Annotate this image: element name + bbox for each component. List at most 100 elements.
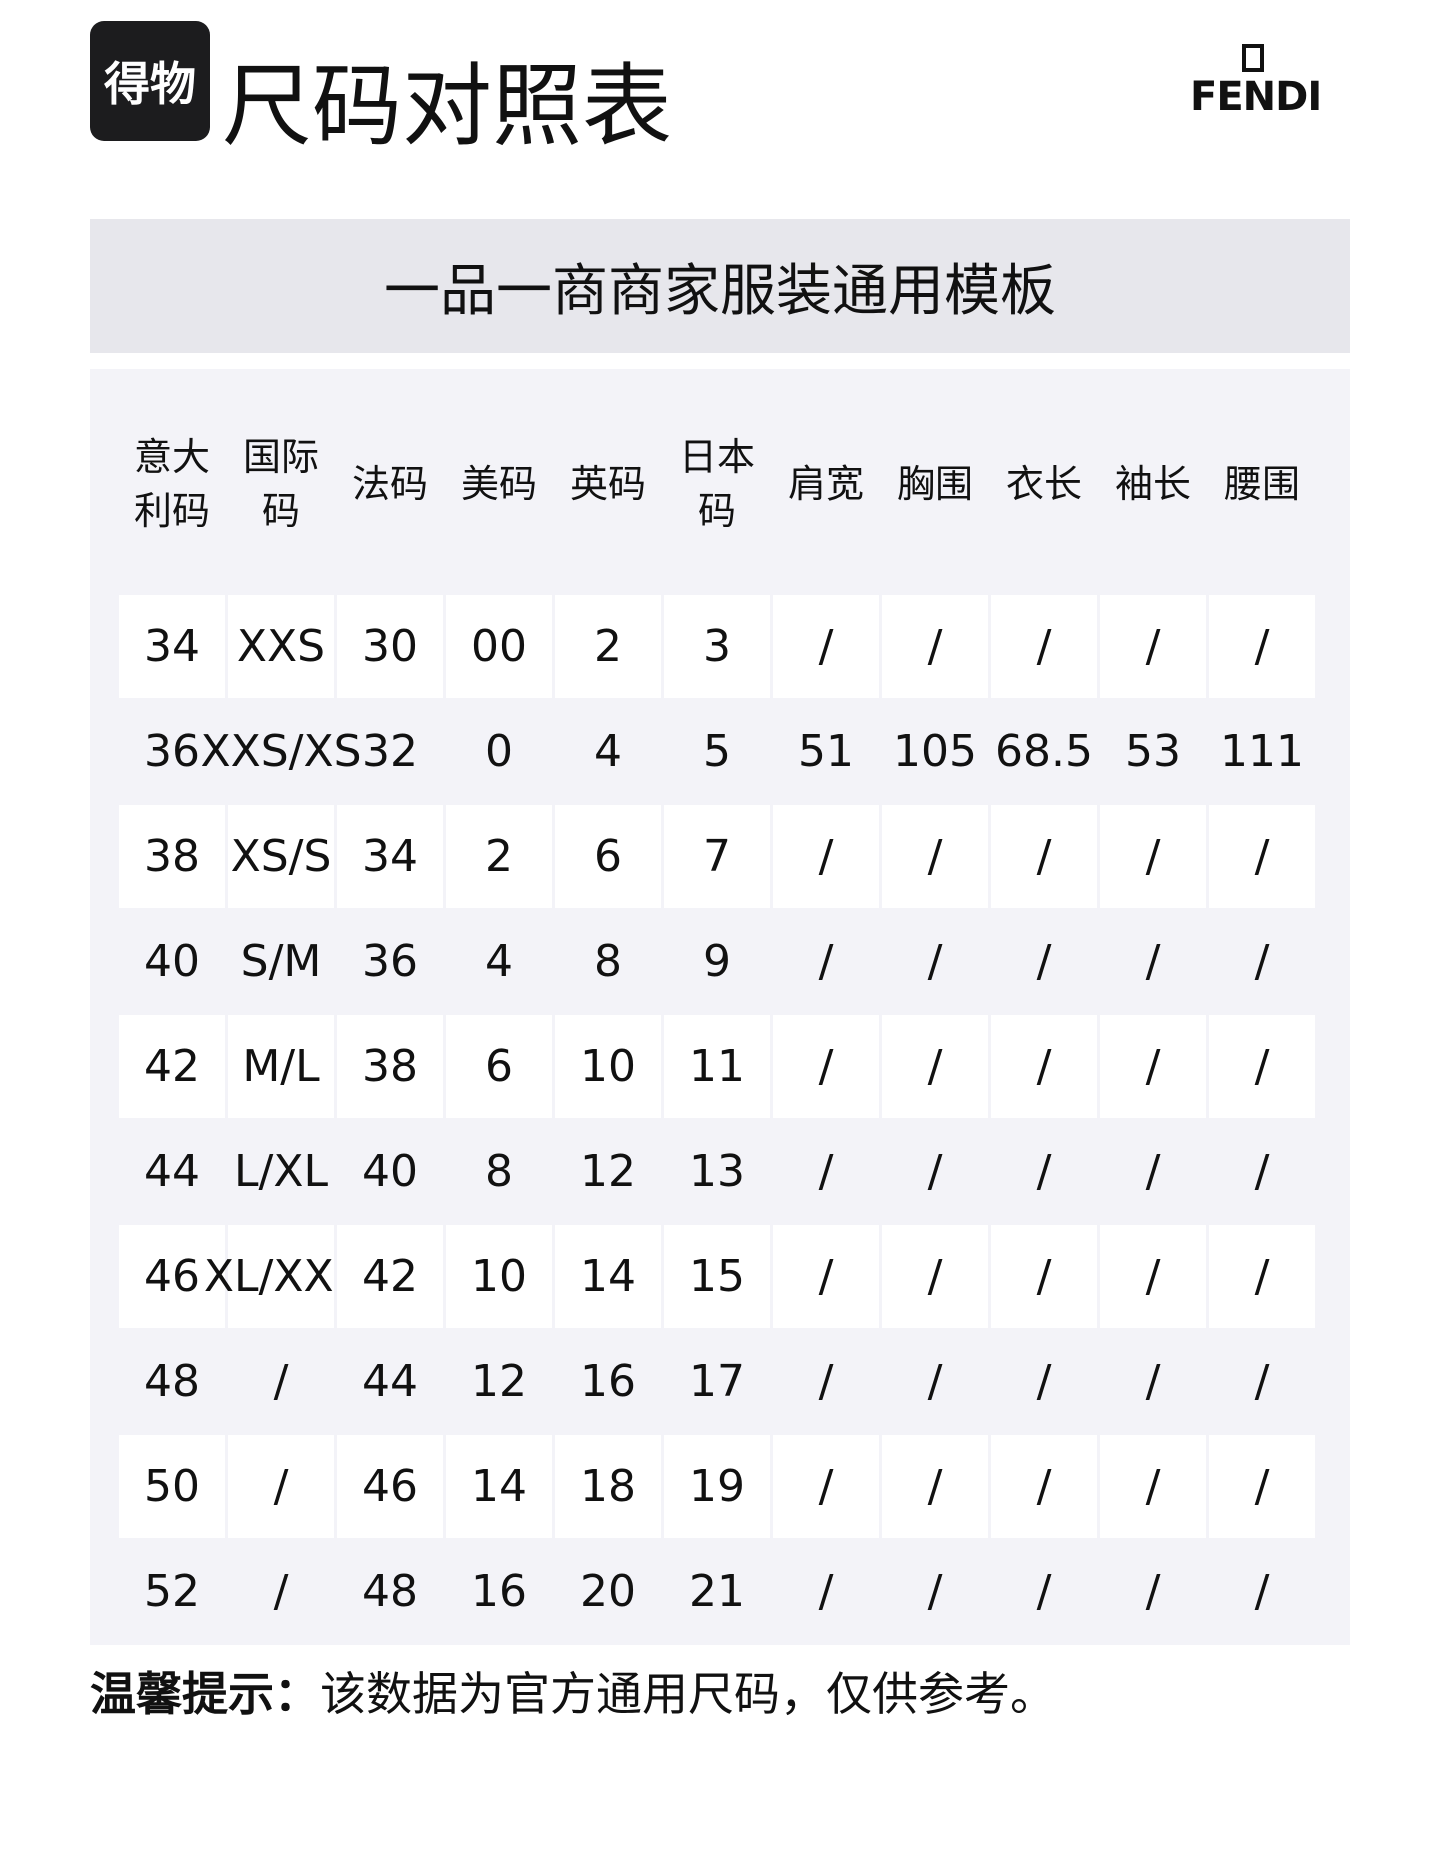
table-cell: / [1100,1435,1206,1538]
header-cell: 袖长 [1100,379,1206,589]
table-cell: / [991,595,1097,698]
table-cell: 50 [119,1435,225,1538]
table-cell: 30 [337,595,443,698]
table-cell: M/L [228,1015,334,1118]
table-cell: / [1254,936,1270,987]
table-cell: 13 [689,1146,745,1197]
table-cell: / [273,1566,289,1617]
table-cell: / [773,1435,879,1538]
table-cell: 48 [362,1566,418,1617]
header-text: 日本码 [678,435,755,533]
header-text: 美码 [460,462,537,506]
table-cell: / [1145,1356,1161,1407]
table-cell: 15 [664,1225,770,1328]
table-cell: 0 [485,726,513,777]
table-cell: 16 [580,1356,636,1407]
table-cell: XS/S [228,805,334,908]
table-cell: 8 [485,1146,513,1197]
table-cell: 44 [144,1146,200,1197]
table-cell: 38 [119,805,225,908]
table-cell: / [773,805,879,908]
table-cell: XXS/XS [200,726,362,777]
table-cell: / [818,1146,834,1197]
table-cell: / [1209,805,1315,908]
table-cell: 14 [555,1225,661,1328]
table-cell: 52 [144,1566,200,1617]
table-cell: / [228,1435,334,1538]
table-cell: 2 [555,595,661,698]
header-cell: 美码 [446,379,552,589]
header-cell: 意大利码 [119,379,225,589]
table-cell: 10 [555,1015,661,1118]
footer-note: 温馨提示：该数据为官方通用尺码，仅供参考。 [90,1664,1056,1724]
table-cell: / [1254,1566,1270,1617]
table-cell: / [882,805,988,908]
size-table: 意大利码 国际码 法码 美码 英码 日本码 肩宽 胸围 衣长 袖长 腰围 34 XXS 30 00 2 3// /… [90,369,1350,1645]
table-cell: 40 [144,936,200,987]
table-cell: S/M [240,936,322,987]
table-cell: 8 [594,936,622,987]
table-cell: / [1036,1146,1052,1197]
table-row: 48 / 44 12 16 17 / / / / / [119,1330,1315,1433]
table-cell: 46 [337,1435,443,1538]
table-cell: 111 [1220,726,1304,777]
table-cell: / [1145,1146,1161,1197]
table-cell: 12 [580,1146,636,1197]
header-cell: 国际码 [228,379,334,589]
table-row: 36 XXS/XS 32 0 4 5 51 105 68.5 53 111 [119,700,1315,803]
logo: 得物 [90,21,210,141]
table-cell: 19 [664,1435,770,1538]
table-cell: 42 [119,1015,225,1118]
table-cell: / [927,1356,943,1407]
table-cell: / [882,1225,988,1328]
table-cell: 12 [471,1356,527,1407]
table-cell: 14 [446,1435,552,1538]
table-cell: 3 [664,595,770,698]
table-cell: / [927,936,943,987]
table-cell: 18 [555,1435,661,1538]
header-text: 腰围 [1223,462,1300,506]
table-cell: / [882,1015,988,1118]
table-cell: 4 [594,726,622,777]
table-cell: 34 [337,805,443,908]
table-cell: / [1100,595,1206,698]
header-text: 胸围 [896,462,973,506]
header-text: 肩宽 [787,462,864,506]
table-row: 46 XL/XXL 42 10 14 15// / / / [119,1225,1315,1328]
table-cell: 9 [703,936,731,987]
table-row: 44 L/XL 40 8 12 13 / / / / / [119,1120,1315,1223]
table-cell: / [773,1015,879,1118]
table-cell: 21 [689,1566,745,1617]
table-row: 52 / 48 16 20 21 / / / / / [119,1540,1315,1643]
table-cell: / [773,1225,879,1328]
table-cell: 4 [485,936,513,987]
header-cell: 腰围 [1209,379,1315,589]
table-cell: / [927,1566,943,1617]
table-cell: / [1209,595,1315,698]
table-cell: / [882,1435,988,1538]
table-cell: / [1100,1225,1206,1328]
table-cell: / [818,1356,834,1407]
table-row: 50/46 14 18 19// / / / [119,1435,1315,1538]
table-cell: 53 [1125,726,1181,777]
table-cell: L/XL [234,1146,328,1197]
header-text: 英码 [569,462,646,506]
header-cell: 衣长 [991,379,1097,589]
table-cell: / [882,595,988,698]
header-cell: 英码 [555,379,661,589]
table-cell: 2 [446,805,552,908]
table-cell: XXS [228,595,334,698]
header-cell: 胸围 [882,379,988,589]
table-cell: 36 [144,726,200,777]
table-cell: / [1036,1356,1052,1407]
table-cell: 17 [689,1356,745,1407]
table-cell: / [991,1015,1097,1118]
header-text: 国际码 [242,435,319,533]
table-cell: / [818,1566,834,1617]
table-cell: / [1209,1225,1315,1328]
header-text: 法码 [351,462,428,506]
header-text: 意大利码 [133,435,210,533]
table-cell: / [1145,1566,1161,1617]
header-cell: 法码 [337,379,443,589]
